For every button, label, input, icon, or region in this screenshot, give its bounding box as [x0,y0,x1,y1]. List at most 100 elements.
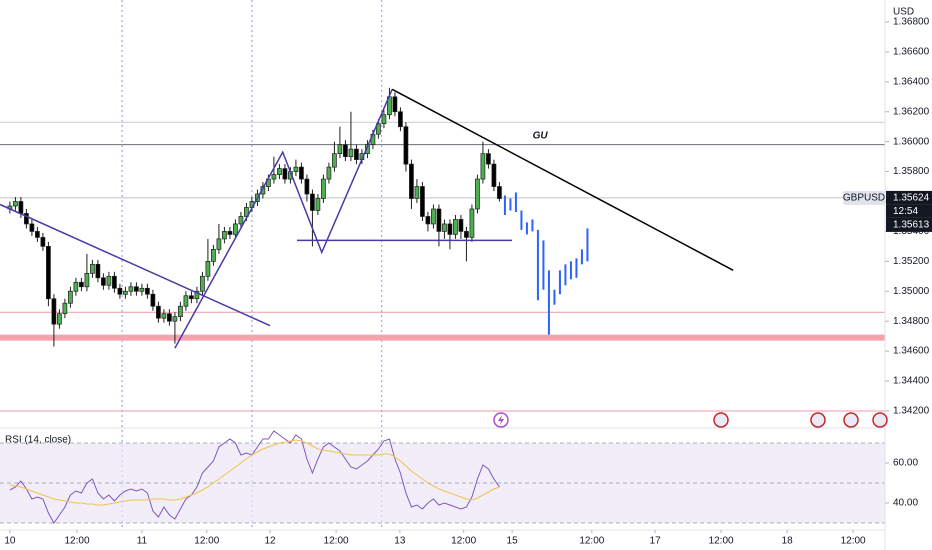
price-pane: GU [0,0,885,530]
candle-body [326,166,332,180]
candle-body [420,186,425,217]
event-icon-glyph [498,415,504,425]
candle-body [233,223,238,235]
y-tick-label: 1.35200 [893,256,930,267]
y-tick-label: 1.36400 [893,76,930,87]
x-tick-label: 18 [782,536,794,547]
rsi-pane [0,430,885,524]
candle-body [238,216,244,225]
candle-body [293,166,299,172]
annotation: GU [533,130,549,141]
x-tick-label: 12:00 [64,536,89,547]
x-tick-label: 12:00 [324,536,349,547]
candle-body [403,126,409,165]
x-tick-label: 12 [265,536,277,547]
candle-body [189,295,194,300]
price-tag-label: 1.35613 [893,220,930,231]
price-tag [886,190,932,205]
candle-body [464,231,469,238]
candle-body [299,166,304,180]
candle-body [84,272,90,288]
x-tick-label: 12:00 [709,536,734,547]
candle-body [337,144,343,154]
y-tick-label: 1.34200 [893,406,930,417]
candle-body [381,114,387,125]
candle-body [348,148,354,157]
candle-body [475,178,480,210]
rsi-tick-label: 40.00 [893,498,918,509]
candle-body [57,313,62,325]
candle-body [62,302,68,315]
candle-body [447,223,453,235]
y-tick-label: 1.34800 [893,316,930,327]
candle-body [40,237,46,247]
candle-body [101,277,106,286]
candle-body [106,275,112,286]
candle-body [156,305,161,319]
candle-body [244,207,249,217]
candle-body [392,96,398,113]
candle-body [277,168,282,175]
trend-line [174,89,393,349]
candle-body [343,144,348,157]
candle-body [321,178,326,199]
candle-body [24,213,29,225]
x-tick-label: 10 [4,536,16,547]
price-tag-label: 1.35624 [893,193,930,204]
candle-body [469,208,475,238]
candle-body [167,313,172,322]
candle-body [491,163,497,187]
candle-body [150,293,156,307]
candle-body [139,287,145,292]
candle-body [310,193,315,211]
indicator-title: RSI (14, close) [5,435,71,446]
candle-body [194,290,200,300]
candle-body [200,275,205,292]
x-tick-label: 11 [137,536,148,547]
candle-body [222,231,227,240]
candle-body [178,305,183,318]
candle-body [376,123,381,135]
countdown-bg [886,204,932,218]
candle-body [431,208,436,225]
candle-body [29,223,35,232]
candle-body [112,275,117,289]
candle-body [18,201,24,214]
candle-body [271,174,277,180]
candle-body [315,198,321,211]
candle-body [161,313,167,319]
candle-body [442,223,447,232]
rsi-line [9,439,500,506]
candle-body [95,263,101,279]
flag-icon [872,412,888,428]
rsi-tick-label: 60.00 [893,458,918,469]
candle-body [304,178,310,195]
countdown: 12:54 [893,206,918,217]
candle-body [205,260,211,277]
candle-body [453,219,458,235]
flag-icon [713,412,729,428]
candle-body [51,298,57,325]
candle-body [436,208,442,232]
candle-body [172,316,178,322]
x-tick-label: 12:00 [841,536,866,547]
y-tick-label: 1.35000 [893,286,930,297]
y-tick-label: 1.36200 [893,106,930,117]
y-tick-label: 1.36800 [893,17,930,28]
candle-body [123,290,128,295]
price-tag [886,217,932,232]
candle-body [458,219,464,232]
candle-body [365,144,370,154]
trend-line [391,88,734,271]
candle-body [414,186,420,199]
y-tick-label: 1.34400 [893,376,930,387]
candle-body [128,286,134,292]
candle-body [282,168,288,180]
candle-body [398,111,403,128]
rsi-line [9,430,500,524]
candle-body [409,163,414,199]
candle-body [216,238,222,250]
x-tick-label: 12:00 [194,536,219,547]
